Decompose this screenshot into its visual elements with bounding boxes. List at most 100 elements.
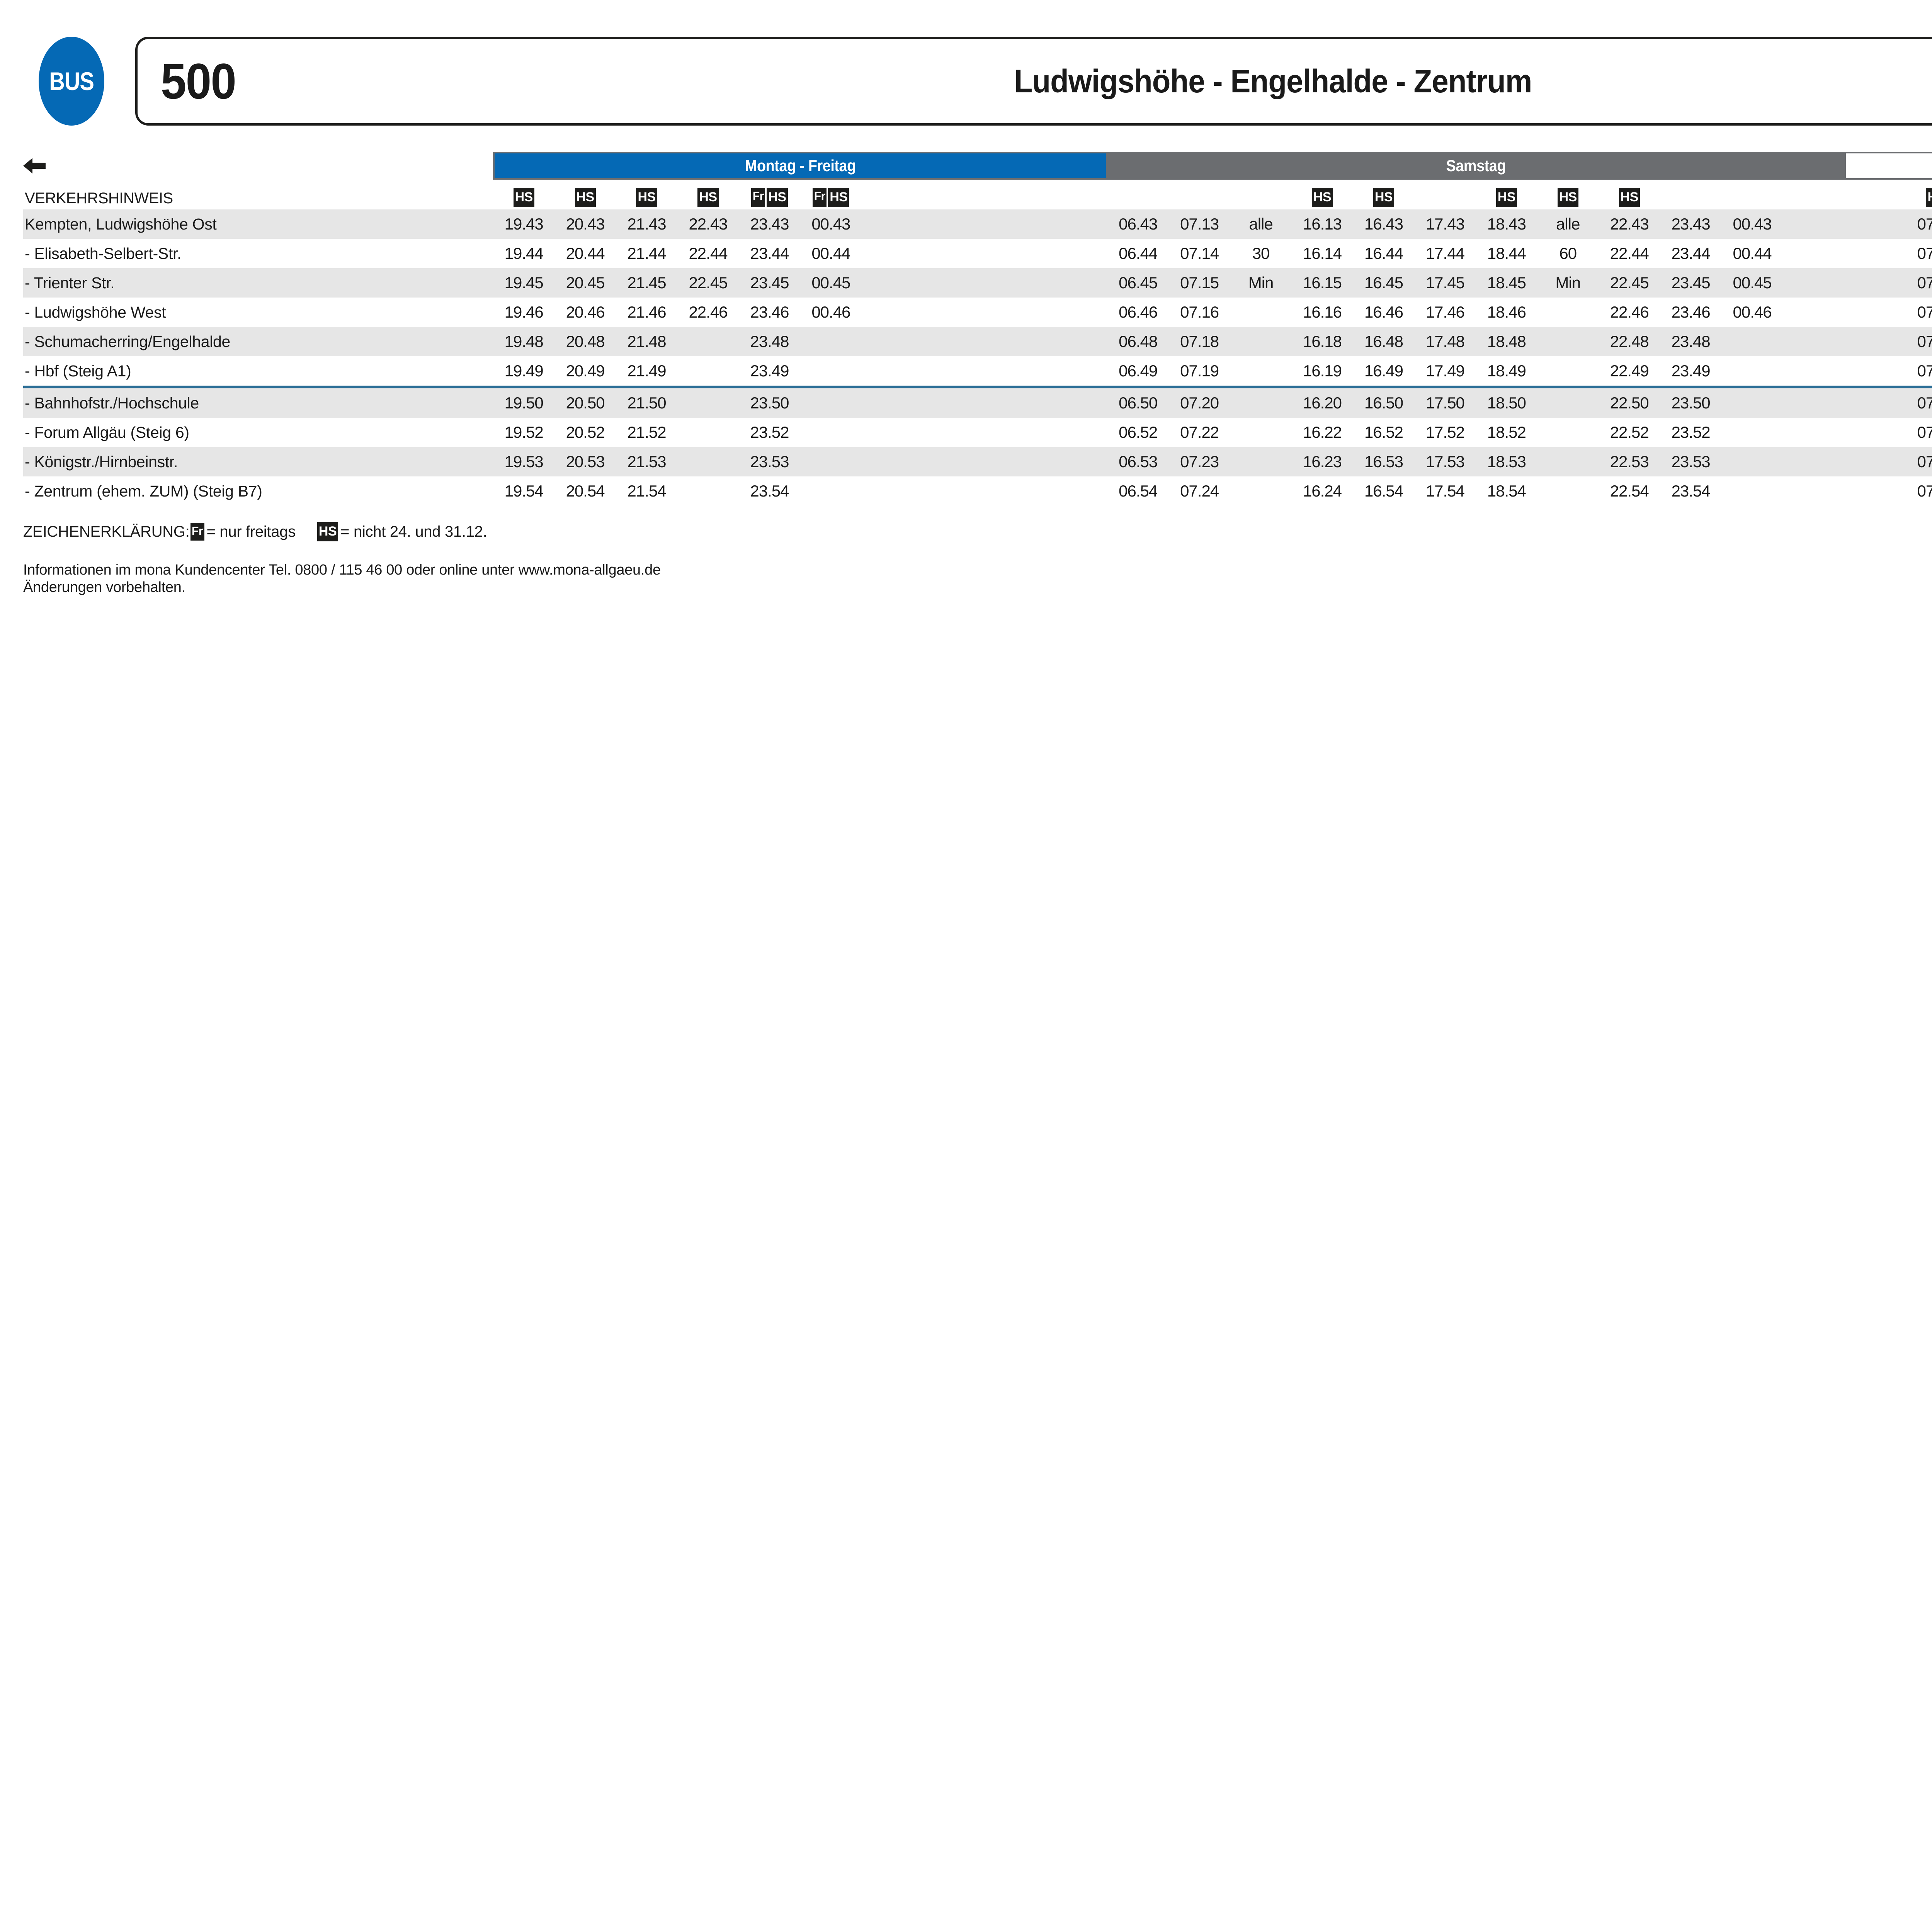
- table-row: - Elisabeth-Selbert-Str. 19.44 20.44 21.44 2…: [23, 239, 1932, 268]
- departure-time: 19.50: [493, 388, 555, 418]
- departure-time: 23.44: [1671, 244, 1711, 262]
- route-header-box: 500 Ludwigshöhe - Engelhalde - Zentrum: [135, 37, 1932, 126]
- departure-time: 19.54: [504, 482, 544, 500]
- arrow-left-icon: [23, 158, 46, 173]
- departure-time: 07.22: [1180, 423, 1219, 441]
- departure-time: 19.43: [493, 209, 555, 239]
- departure-time: [1783, 298, 1844, 327]
- departure-time: 16.54: [1364, 482, 1403, 500]
- departure-time: 20.52: [566, 423, 605, 441]
- departure-time: 22.43: [677, 209, 739, 239]
- departure-time: 22.46: [689, 303, 728, 321]
- departure-time: 21.44: [627, 244, 667, 262]
- departure-time: [1844, 268, 1906, 298]
- badge-cell-9: [985, 181, 1046, 209]
- departure-time: 23.54: [1671, 482, 1711, 500]
- departure-time: [861, 447, 923, 476]
- badge-cell-6: Fr HS: [800, 181, 862, 209]
- departure-time: [1230, 476, 1292, 506]
- badge-cell-19: HS: [1599, 181, 1660, 209]
- departure-time: 16.50: [1353, 388, 1415, 418]
- stop-name: Kempten, Ludwigshöhe Ost: [23, 209, 493, 239]
- departure-time: [677, 356, 739, 386]
- departure-time: [862, 418, 923, 447]
- departure-time: [1230, 388, 1292, 418]
- departure-time: [985, 298, 1046, 327]
- departure-time: 23.44: [750, 244, 789, 262]
- departure-time: [862, 356, 923, 386]
- departure-time: 23.49: [750, 362, 789, 380]
- departure-time: [1844, 476, 1906, 506]
- departure-time: [923, 298, 985, 327]
- departure-time: 07.16: [1180, 303, 1219, 321]
- departure-time: 23.45: [738, 268, 800, 298]
- fr-badge: Fr: [751, 188, 765, 207]
- departure-time: [1783, 388, 1845, 418]
- departure-time: 23.52: [750, 423, 789, 441]
- timetable-container: Montag - Freitag Samstag Sonn-/Feiertag …: [23, 151, 1932, 506]
- departure-time: [923, 388, 985, 418]
- departure-time: 19.52: [504, 423, 544, 441]
- departure-time: [800, 327, 862, 356]
- badge-cell-24: HS: [1906, 181, 1932, 209]
- departure-time: 16.44: [1364, 244, 1403, 262]
- badge-cell-12: [1169, 181, 1230, 209]
- fr-badge: Fr: [813, 188, 827, 207]
- departure-time: [861, 209, 923, 239]
- departure-time: 19.49: [504, 362, 544, 380]
- departure-time: 23.48: [1660, 327, 1722, 356]
- departure-time: 22.43: [1599, 209, 1660, 239]
- departure-time: 18.48: [1476, 327, 1537, 356]
- departure-time: [677, 447, 739, 476]
- departure-time: 07.53: [1906, 447, 1932, 476]
- departure-time: 07.54: [1917, 482, 1932, 500]
- departure-time: 20.49: [566, 362, 605, 380]
- departure-time: 21.54: [627, 482, 667, 500]
- table-row: - Forum Allgäu (Steig 6) 19.52 20.52 21.52 2…: [23, 418, 1932, 447]
- departure-time: 06.49: [1119, 362, 1158, 380]
- departure-time: 06.48: [1107, 327, 1169, 356]
- departure-time: [861, 268, 923, 298]
- hs-badge: HS: [1373, 188, 1395, 207]
- departure-time: 06.45: [1107, 268, 1169, 298]
- departure-time: [923, 268, 985, 298]
- table-row: - Ludwigshöhe West 19.46 20.46 21.46 22.46 23…: [23, 298, 1932, 327]
- departure-time: 16.14: [1303, 244, 1342, 262]
- departure-time: 19.53: [493, 447, 555, 476]
- departure-time: [1783, 239, 1844, 268]
- timetable: Montag - Freitag Samstag Sonn-/Feiertag …: [23, 151, 1932, 506]
- info-line-1: Informationen im mona Kundencenter Tel. …: [23, 562, 661, 578]
- hs-badge: HS: [828, 188, 849, 207]
- departure-time: 16.13: [1291, 209, 1353, 239]
- badge-cell-2: HS: [554, 181, 616, 209]
- departure-time: 18.45: [1476, 268, 1537, 298]
- departure-time: [984, 209, 1046, 239]
- departure-time: 23.45: [1660, 268, 1722, 298]
- table-row: - Bahnhofstr./Hochschule 19.50 20.50 21.50 2…: [23, 388, 1932, 418]
- departure-time: [1046, 447, 1107, 476]
- departure-time: [1537, 418, 1599, 447]
- departure-time: [1230, 418, 1292, 447]
- departure-time: 00.44: [811, 244, 850, 262]
- hs-badge: HS: [1496, 188, 1517, 207]
- departure-time: [1537, 447, 1599, 476]
- badge-cell-14: HS: [1292, 181, 1353, 209]
- fr-badge: Fr: [190, 523, 204, 541]
- departure-time: [923, 239, 985, 268]
- badge-cell-5: Fr HS: [739, 181, 800, 209]
- departure-time: 17.48: [1414, 327, 1476, 356]
- departure-time: [1046, 298, 1107, 327]
- departure-time: 23.46: [750, 303, 789, 321]
- departure-time: 00.43: [1721, 209, 1783, 239]
- stop-name: - Hbf (Steig A1): [25, 362, 131, 380]
- departure-time: 18.54: [1487, 482, 1526, 500]
- departure-time: 07.46: [1917, 303, 1932, 321]
- departure-time: 16.23: [1291, 447, 1353, 476]
- group-label-mf: Montag - Freitag: [745, 156, 856, 175]
- departure-time: 18.46: [1487, 303, 1526, 321]
- departure-time: 07.13: [1168, 209, 1230, 239]
- badge-cell-15: HS: [1353, 181, 1414, 209]
- departure-time: 60: [1559, 244, 1577, 262]
- hs-badge: HS: [636, 188, 657, 207]
- departure-time: 20.43: [554, 209, 616, 239]
